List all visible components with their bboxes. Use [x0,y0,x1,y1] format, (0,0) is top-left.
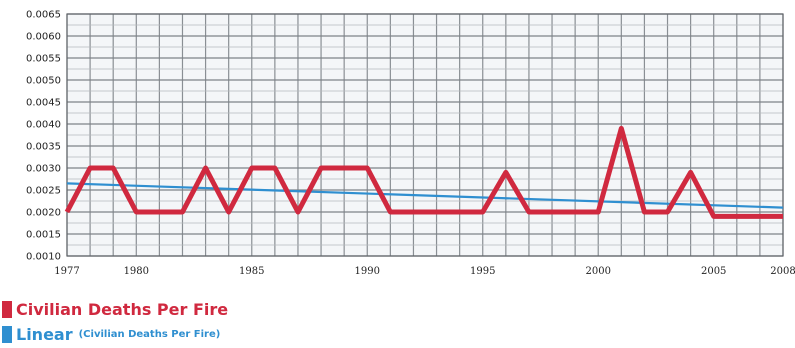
x-tick-label: 2008 [770,266,795,277]
y-tick-label: 0.0045 [26,98,61,109]
y-tick-label: 0.0035 [26,142,61,153]
y-tick-label: 0.0040 [26,120,61,131]
legend-item-civilian-deaths: Civilian Deaths Per Fire [2,300,228,319]
y-tick-label: 0.0025 [26,186,61,197]
series-line-civilian-deaths [64,125,783,219]
plot-frame [66,13,784,257]
x-tick-label: 1977 [54,266,79,277]
y-tick-label: 0.0055 [26,54,61,65]
x-tick-label: 1985 [239,266,264,277]
legend-label: Civilian Deaths Per Fire [16,300,229,319]
legend-swatch [2,301,12,318]
y-tick-label: 0.0030 [26,164,61,175]
y-axis-ticks: 0.0010 0.0015 0.0020 0.0025 0.0030 0.0035 0.00… [26,10,61,263]
y-tick-label: 0.0010 [26,252,61,263]
series-line-linear-trend [66,182,784,209]
x-tick-label: 1980 [124,266,149,277]
legend-label-suffix: (Civilian Deaths Per Fire) [78,329,221,340]
x-tick-label: 2005 [701,266,726,277]
y-tick-label: 0.0015 [26,230,61,241]
line-chart: 0.0010 0.0015 0.0020 0.0025 0.0030 0.0035 0.00… [26,10,795,278]
legend-label: Linear [16,325,73,344]
series-layer [64,125,784,219]
x-tick-label: 1995 [470,266,495,277]
y-tick-label: 0.0065 [26,10,61,21]
grid [66,13,784,257]
y-tick-label: 0.0020 [26,208,61,219]
x-tick-label: 2000 [585,266,610,277]
x-axis-ticks: 1977 1980 1985 1990 1995 2000 2005 2008 [54,266,795,277]
y-tick-label: 0.0050 [26,76,61,87]
legend-swatch [2,326,12,343]
y-tick-label: 0.0060 [26,32,61,43]
legend-item-linear: Linear (Civilian Deaths Per Fire) [2,325,220,344]
x-tick-label: 1990 [355,266,380,277]
